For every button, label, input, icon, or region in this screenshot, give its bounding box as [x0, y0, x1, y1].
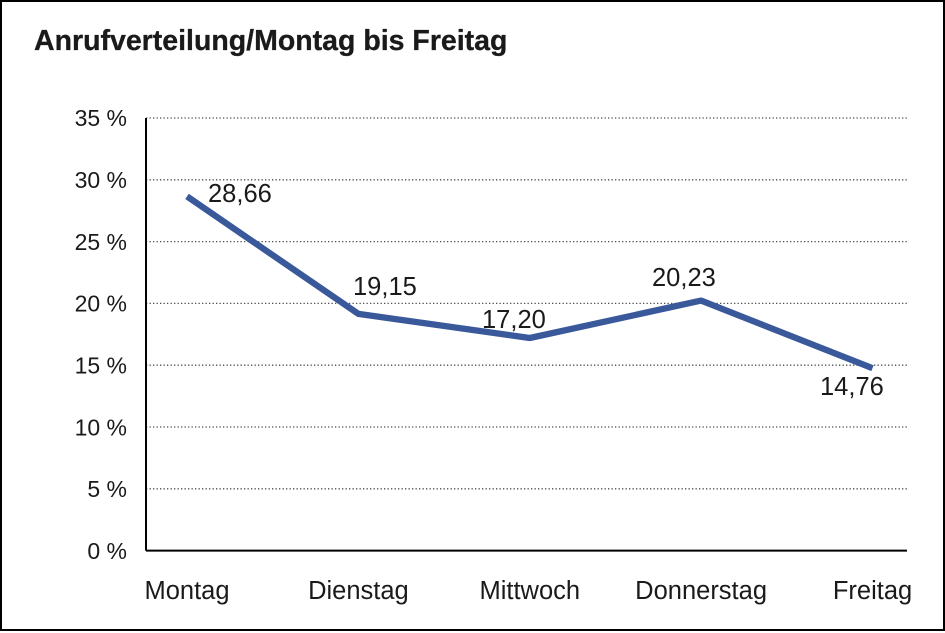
- svg-text:17,20: 17,20: [482, 306, 546, 334]
- svg-text:Mittwoch: Mittwoch: [479, 577, 580, 605]
- svg-text:19,15: 19,15: [353, 273, 417, 301]
- svg-text:14,76: 14,76: [820, 373, 884, 401]
- svg-text:Dienstag: Dienstag: [308, 577, 409, 605]
- svg-text:25 %: 25 %: [75, 229, 127, 255]
- svg-text:28,66: 28,66: [208, 180, 272, 208]
- svg-text:20 %: 20 %: [75, 291, 127, 317]
- svg-text:Donnerstag: Donnerstag: [635, 577, 767, 605]
- svg-text:15 %: 15 %: [75, 353, 127, 379]
- svg-text:35 %: 35 %: [75, 105, 127, 131]
- svg-text:5 %: 5 %: [87, 476, 127, 502]
- svg-text:Freitag: Freitag: [833, 577, 912, 605]
- svg-text:30 %: 30 %: [75, 167, 127, 193]
- svg-text:20,23: 20,23: [652, 264, 716, 292]
- svg-text:Montag: Montag: [144, 577, 229, 605]
- svg-text:10 %: 10 %: [75, 415, 127, 441]
- svg-text:0 %: 0 %: [87, 538, 127, 564]
